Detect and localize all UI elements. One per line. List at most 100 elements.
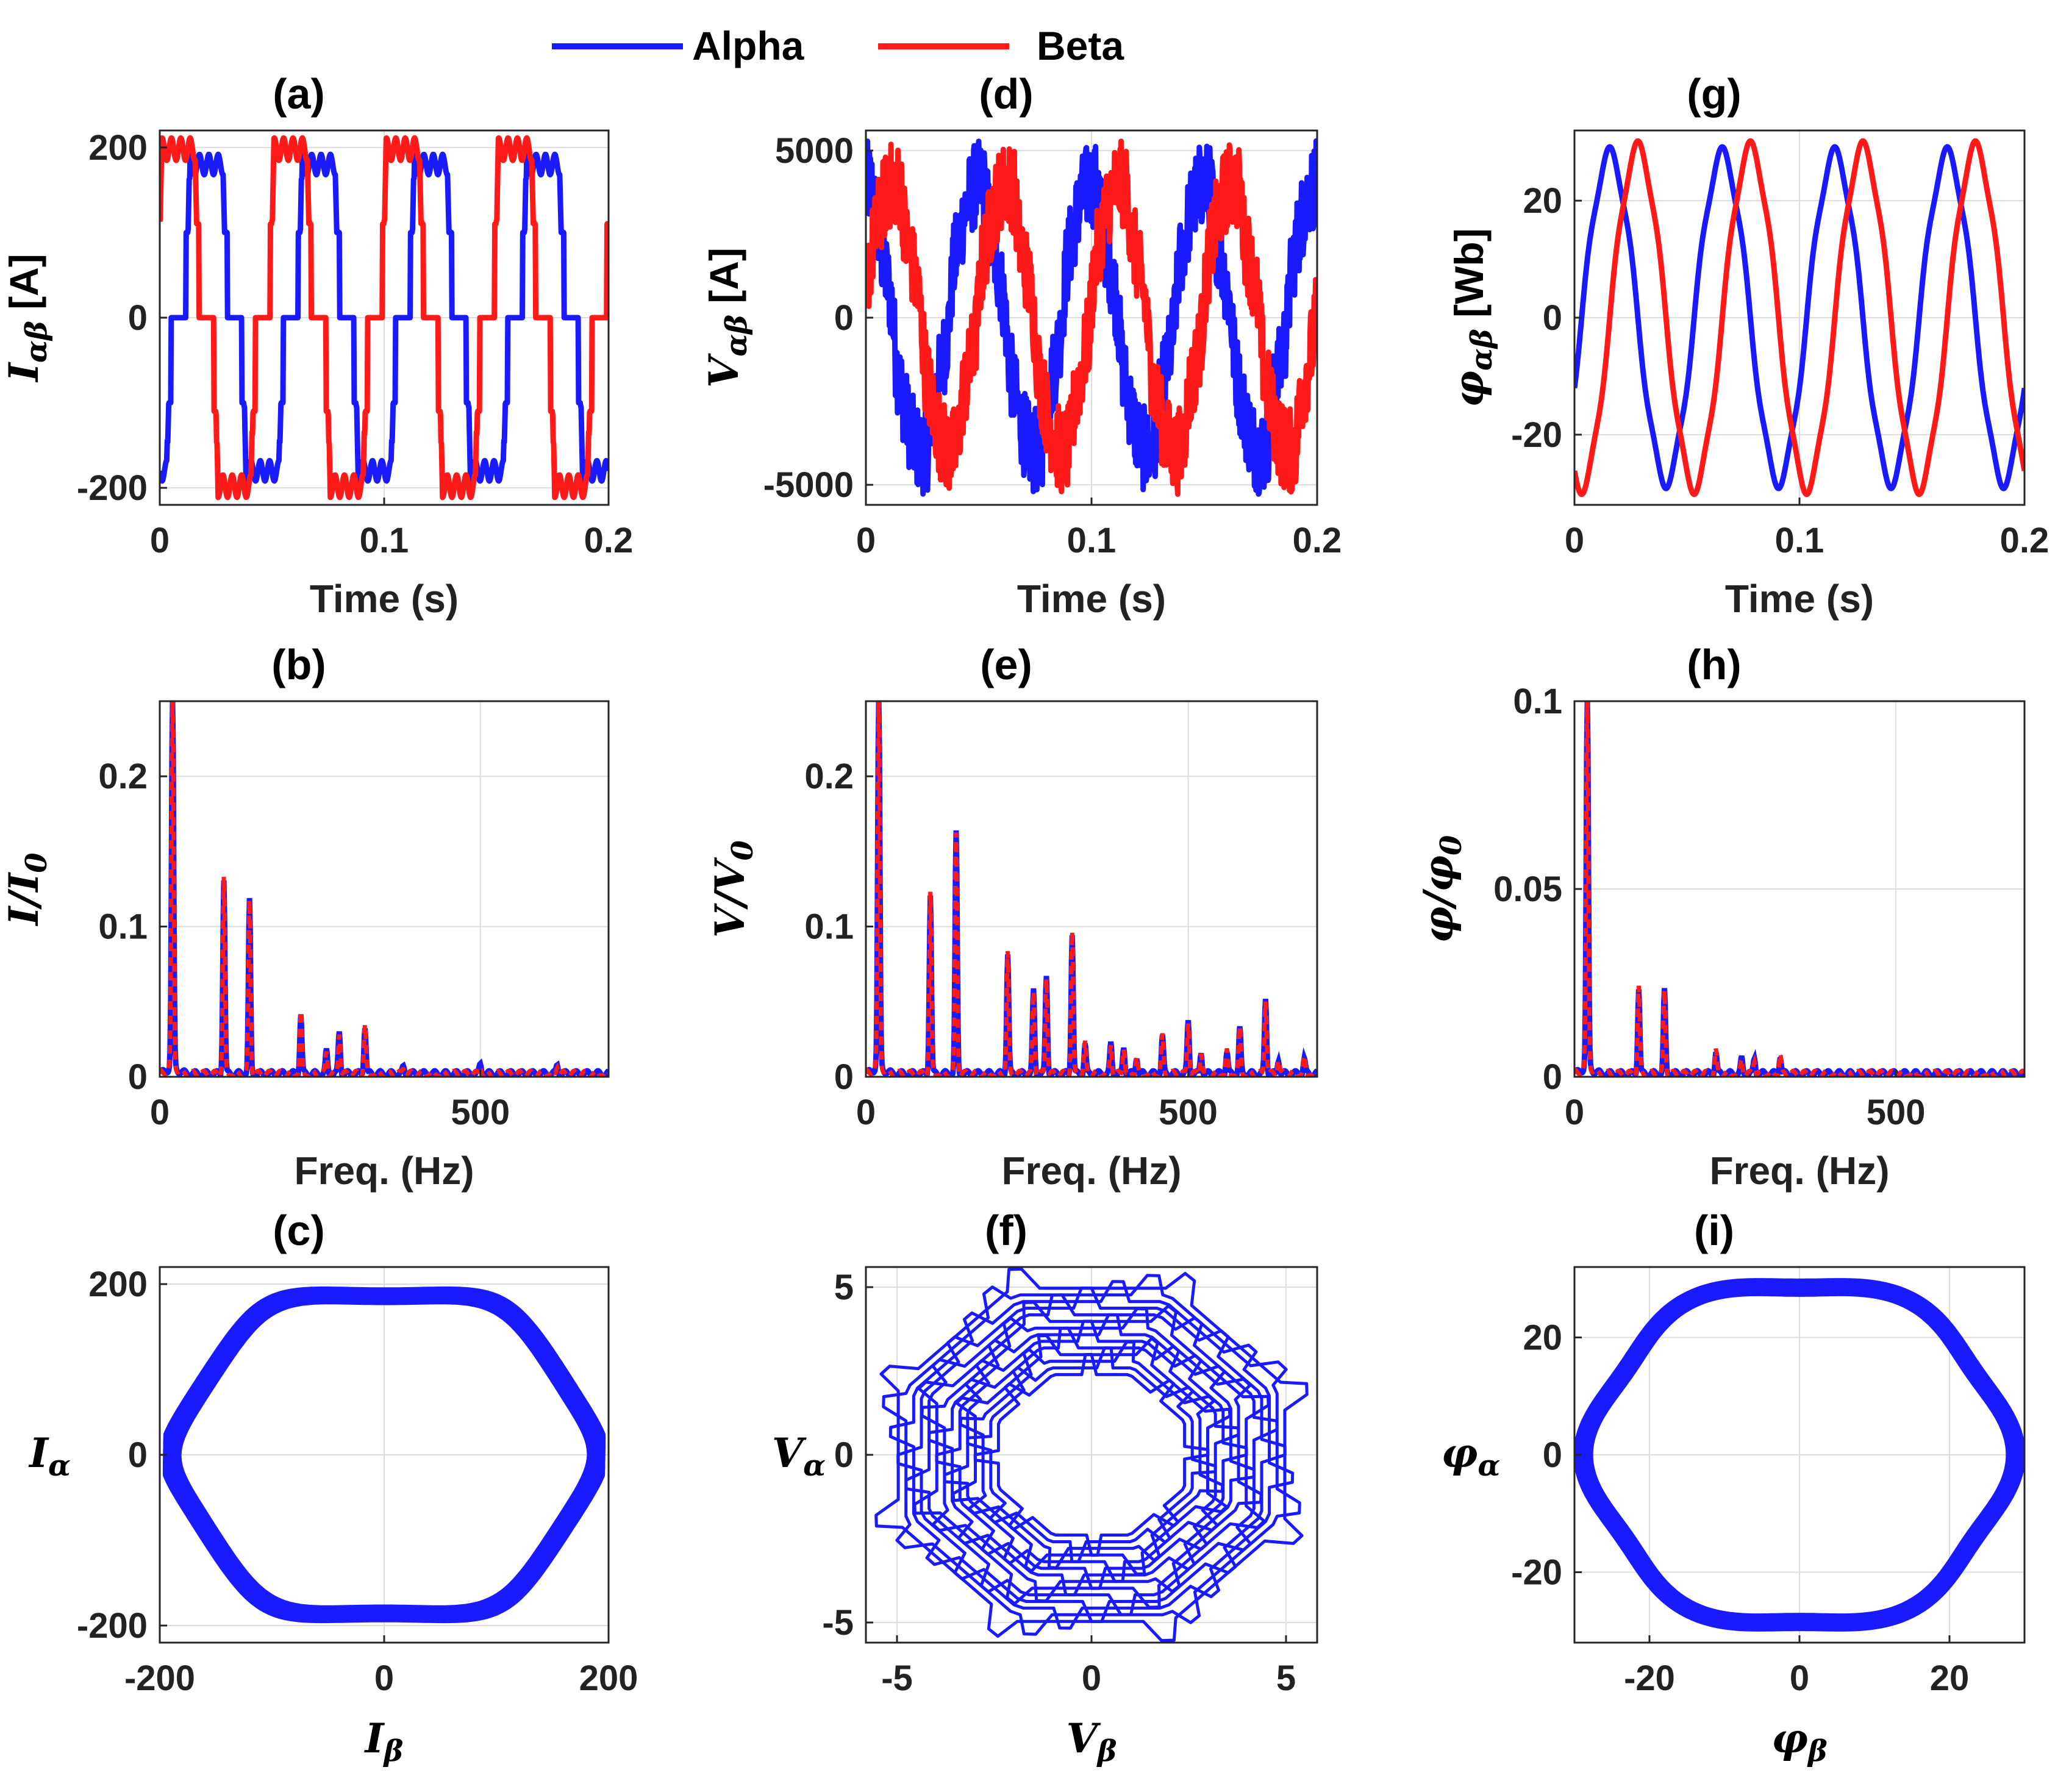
y-tick-label: 0.2	[804, 757, 854, 796]
panel-e: 0 500 0 0.1 0.2 (e) Freq. (Hz) V/V0	[706, 641, 1318, 1193]
panel-c: -200 0 200 -200 0 200 (c) Iβ Iα	[28, 1207, 638, 1768]
trajectory-loop	[874, 1267, 1309, 1643]
panel-title: (a)	[273, 70, 325, 118]
panel-h: 0 500 0 0.05 0.1 (h) Freq. (Hz) φ/φ0	[1415, 641, 2026, 1193]
y-tick-label: 5000	[775, 131, 854, 171]
x-tick-label: -200	[124, 1658, 195, 1698]
x-tick-label: 0	[150, 521, 170, 560]
trajectory-loop	[888, 1280, 1295, 1630]
y-axis-label: φ/φ0	[1415, 835, 1468, 943]
panel-title: (e)	[980, 641, 1032, 688]
series-beta-line	[160, 135, 609, 501]
x-tick-label: 0	[1565, 521, 1584, 560]
panel-title: (h)	[1687, 641, 1741, 688]
x-tick-label: 0.1	[1067, 521, 1117, 560]
x-axis-label: Time (s)	[1017, 577, 1166, 621]
x-tick-label: 0	[1790, 1658, 1809, 1698]
y-tick-label: 0	[1543, 1057, 1562, 1097]
x-tick-label: 500	[1867, 1093, 1926, 1132]
y-tick-label: -200	[77, 468, 148, 508]
y-tick-label: -5	[822, 1603, 854, 1643]
y-tick-label: 0	[128, 298, 148, 338]
y-tick-label: 0.1	[98, 907, 148, 947]
x-tick-label: 200	[579, 1658, 638, 1698]
x-tick-label: 5	[1276, 1658, 1296, 1698]
y-axis-label: Iαβ [A]	[0, 254, 54, 383]
series-beta-line	[1574, 138, 2024, 498]
x-tick-label: 0	[1082, 1658, 1101, 1698]
x-tick-label: 500	[1159, 1093, 1218, 1132]
y-tick-label: 0.05	[1493, 869, 1562, 909]
trajectory-loop	[913, 1301, 1270, 1609]
y-tick-label: 0.1	[1513, 682, 1562, 721]
axes-frame	[865, 700, 1318, 1078]
trajectory-loop	[1582, 1285, 2017, 1625]
y-axis-label: V/V0	[706, 840, 760, 938]
y-axis-label: Iα	[28, 1429, 71, 1483]
y-axis-label: Vαβ [A]	[700, 248, 754, 388]
y-tick-label: 20	[1523, 181, 1562, 221]
y-axis-label: φα	[1442, 1429, 1501, 1483]
trajectory-loop	[951, 1333, 1232, 1576]
trajectory-loop	[904, 1293, 1279, 1616]
y-tick-label: -20	[1511, 1553, 1562, 1593]
plot-area	[866, 701, 1317, 1077]
y-axis-label: φαβ [Wb]	[1445, 228, 1499, 407]
trajectory-loop	[168, 1294, 600, 1616]
y-tick-label: 0	[128, 1057, 148, 1097]
legend: Alpha Beta	[552, 23, 1124, 68]
y-tick-label: 0	[834, 1435, 854, 1475]
x-tick-label: 0.1	[1775, 521, 1824, 560]
panel-title: (b)	[271, 641, 326, 688]
series-beta-spectrum	[160, 701, 609, 1077]
x-axis-label: Freq. (Hz)	[1001, 1149, 1181, 1193]
x-axis-label: Iβ	[364, 1715, 404, 1768]
trajectory-loop	[173, 1298, 595, 1612]
x-tick-label: 0	[856, 521, 876, 560]
trajectory-loop	[927, 1313, 1256, 1597]
panel-title: (c)	[273, 1207, 325, 1254]
y-tick-label: 0.1	[804, 907, 854, 947]
legend-beta-label: Beta	[1037, 23, 1124, 68]
x-tick-label: 0	[1565, 1093, 1584, 1132]
x-tick-label: 0.2	[2000, 521, 2049, 560]
series-beta-spectrum	[866, 701, 1317, 1077]
trajectory-loop	[171, 1296, 598, 1614]
trajectory-loop	[166, 1292, 602, 1618]
y-tick-label: -20	[1511, 415, 1562, 455]
panel-title: (d)	[979, 70, 1033, 118]
plot-area	[160, 701, 609, 1077]
x-axis-label: Freq. (Hz)	[294, 1149, 474, 1193]
x-axis-label: Freq. (Hz)	[1709, 1149, 1889, 1193]
trajectory-loop	[882, 1274, 1301, 1636]
trajectory-loop	[966, 1346, 1217, 1563]
series-alpha-line	[866, 138, 1317, 497]
y-tick-label: 0.2	[98, 757, 148, 796]
x-tick-label: 20	[1930, 1658, 1970, 1698]
x-tick-label: 0	[374, 1658, 394, 1698]
trajectory-loop	[178, 1301, 590, 1608]
panel-g: 0 0.1 0.2 -20 0 20 (g) Time (s) φαβ [Wb]	[1445, 70, 2049, 621]
x-tick-label: 500	[451, 1093, 510, 1132]
x-tick-label: 0.2	[1293, 521, 1342, 560]
plot-area	[874, 1267, 1309, 1643]
y-tick-label: 20	[1523, 1318, 1562, 1358]
x-axis-label: Time (s)	[1725, 577, 1874, 621]
y-tick-label: 0	[834, 298, 854, 338]
y-tick-label: 0	[128, 1435, 148, 1475]
panel-i: -20 0 20 -20 0 20 (i) φβ φα	[1442, 1207, 2026, 1768]
x-axis-label: φβ	[1771, 1715, 1828, 1768]
panel-b: 0 500 0 0.1 0.2 (b) Freq. (Hz) I/I0	[0, 641, 610, 1193]
y-tick-label: -200	[77, 1606, 148, 1646]
y-tick-label: 200	[88, 1265, 148, 1304]
plot-area	[1574, 138, 2024, 498]
panel-f: -5 0 5 -5 0 5 (f) Vβ Vα	[772, 1207, 1318, 1768]
y-tick-label: 200	[88, 128, 148, 168]
legend-alpha-label: Alpha	[692, 23, 805, 68]
y-axis-label: I/I0	[0, 852, 54, 926]
trajectory-loop	[176, 1299, 593, 1610]
series-beta-line	[866, 138, 1317, 497]
x-tick-label: 0	[150, 1093, 170, 1132]
